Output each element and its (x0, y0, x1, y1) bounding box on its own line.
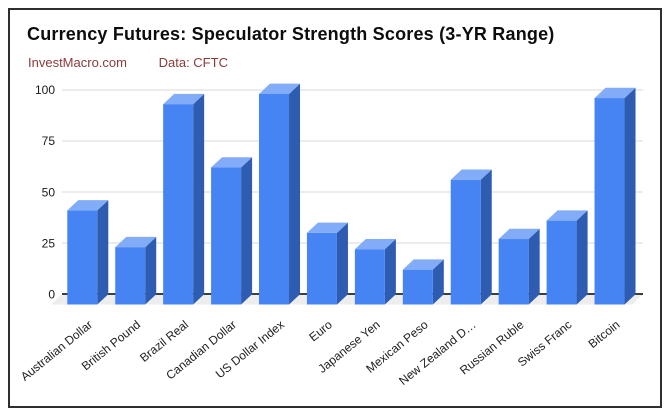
bar-front-face (546, 220, 577, 305)
bar (498, 228, 540, 305)
bar-top-face (211, 157, 253, 168)
bar-side-face (432, 259, 444, 305)
bar-front-face (67, 210, 98, 305)
y-axis-tick-label: 100 (35, 83, 55, 97)
bar-top-face (594, 87, 636, 99)
bar-front-face (450, 179, 481, 305)
bar-front-face (211, 167, 242, 305)
y-axis-tick-label: 75 (42, 134, 56, 148)
bar-top-face (498, 228, 540, 240)
bar (115, 236, 157, 305)
bar-top-face (450, 169, 492, 180)
x-axis-category-label: Bitcoin (586, 317, 623, 351)
bar-top-face (163, 93, 205, 105)
bar (67, 200, 109, 305)
bar-side-face (480, 169, 492, 305)
bar-top-face (259, 83, 301, 94)
y-axis-tick-label: 25 (42, 236, 56, 250)
bar-front-face (498, 239, 529, 305)
bar-front-face (354, 249, 385, 305)
bar-top-face (67, 200, 109, 211)
bar-front-face (115, 247, 146, 305)
bar-top-face (115, 236, 157, 248)
source-label: InvestMacro.com (28, 55, 127, 70)
bar-side-face (528, 228, 540, 305)
y-axis-tick-label: 50 (42, 185, 56, 199)
chart-card: Currency Futures: Speculator Strength Sc… (8, 8, 662, 408)
bar-top-face (354, 238, 396, 250)
bar (259, 83, 301, 305)
bar-side-face (241, 157, 253, 305)
bar-top-face (306, 222, 348, 233)
bar-side-face (193, 93, 205, 305)
x-axis-category-label: Euro (306, 317, 335, 344)
bar-side-face (289, 83, 301, 305)
bar (163, 93, 205, 305)
bar-side-face (384, 238, 396, 305)
bar (354, 238, 396, 305)
bar (450, 169, 492, 305)
bar-front-face (163, 104, 194, 305)
bar (402, 259, 444, 305)
bar (594, 87, 636, 305)
bar-side-face (624, 87, 636, 305)
bar-front-face (402, 269, 433, 305)
bar-side-face (576, 210, 588, 305)
bar (546, 210, 588, 305)
bar (306, 222, 348, 305)
bar-top-face (402, 259, 444, 270)
bar-front-face (259, 93, 290, 305)
bar (211, 157, 253, 305)
bar-front-face (306, 232, 337, 305)
bar-front-face (594, 98, 625, 305)
bar-side-face (336, 222, 348, 305)
bar-side-face (97, 200, 109, 305)
chart-subtitle: InvestMacro.com Data: CFTC (28, 55, 228, 70)
x-axis-category-label: Australian Dollar (18, 317, 95, 383)
data-source-label: Data: CFTC (158, 55, 228, 70)
y-axis-tick-label: 0 (48, 287, 55, 301)
bar-side-face (145, 236, 157, 305)
bar-top-face (546, 210, 588, 221)
chart-title: Currency Futures: Speculator Strength Sc… (27, 24, 555, 44)
